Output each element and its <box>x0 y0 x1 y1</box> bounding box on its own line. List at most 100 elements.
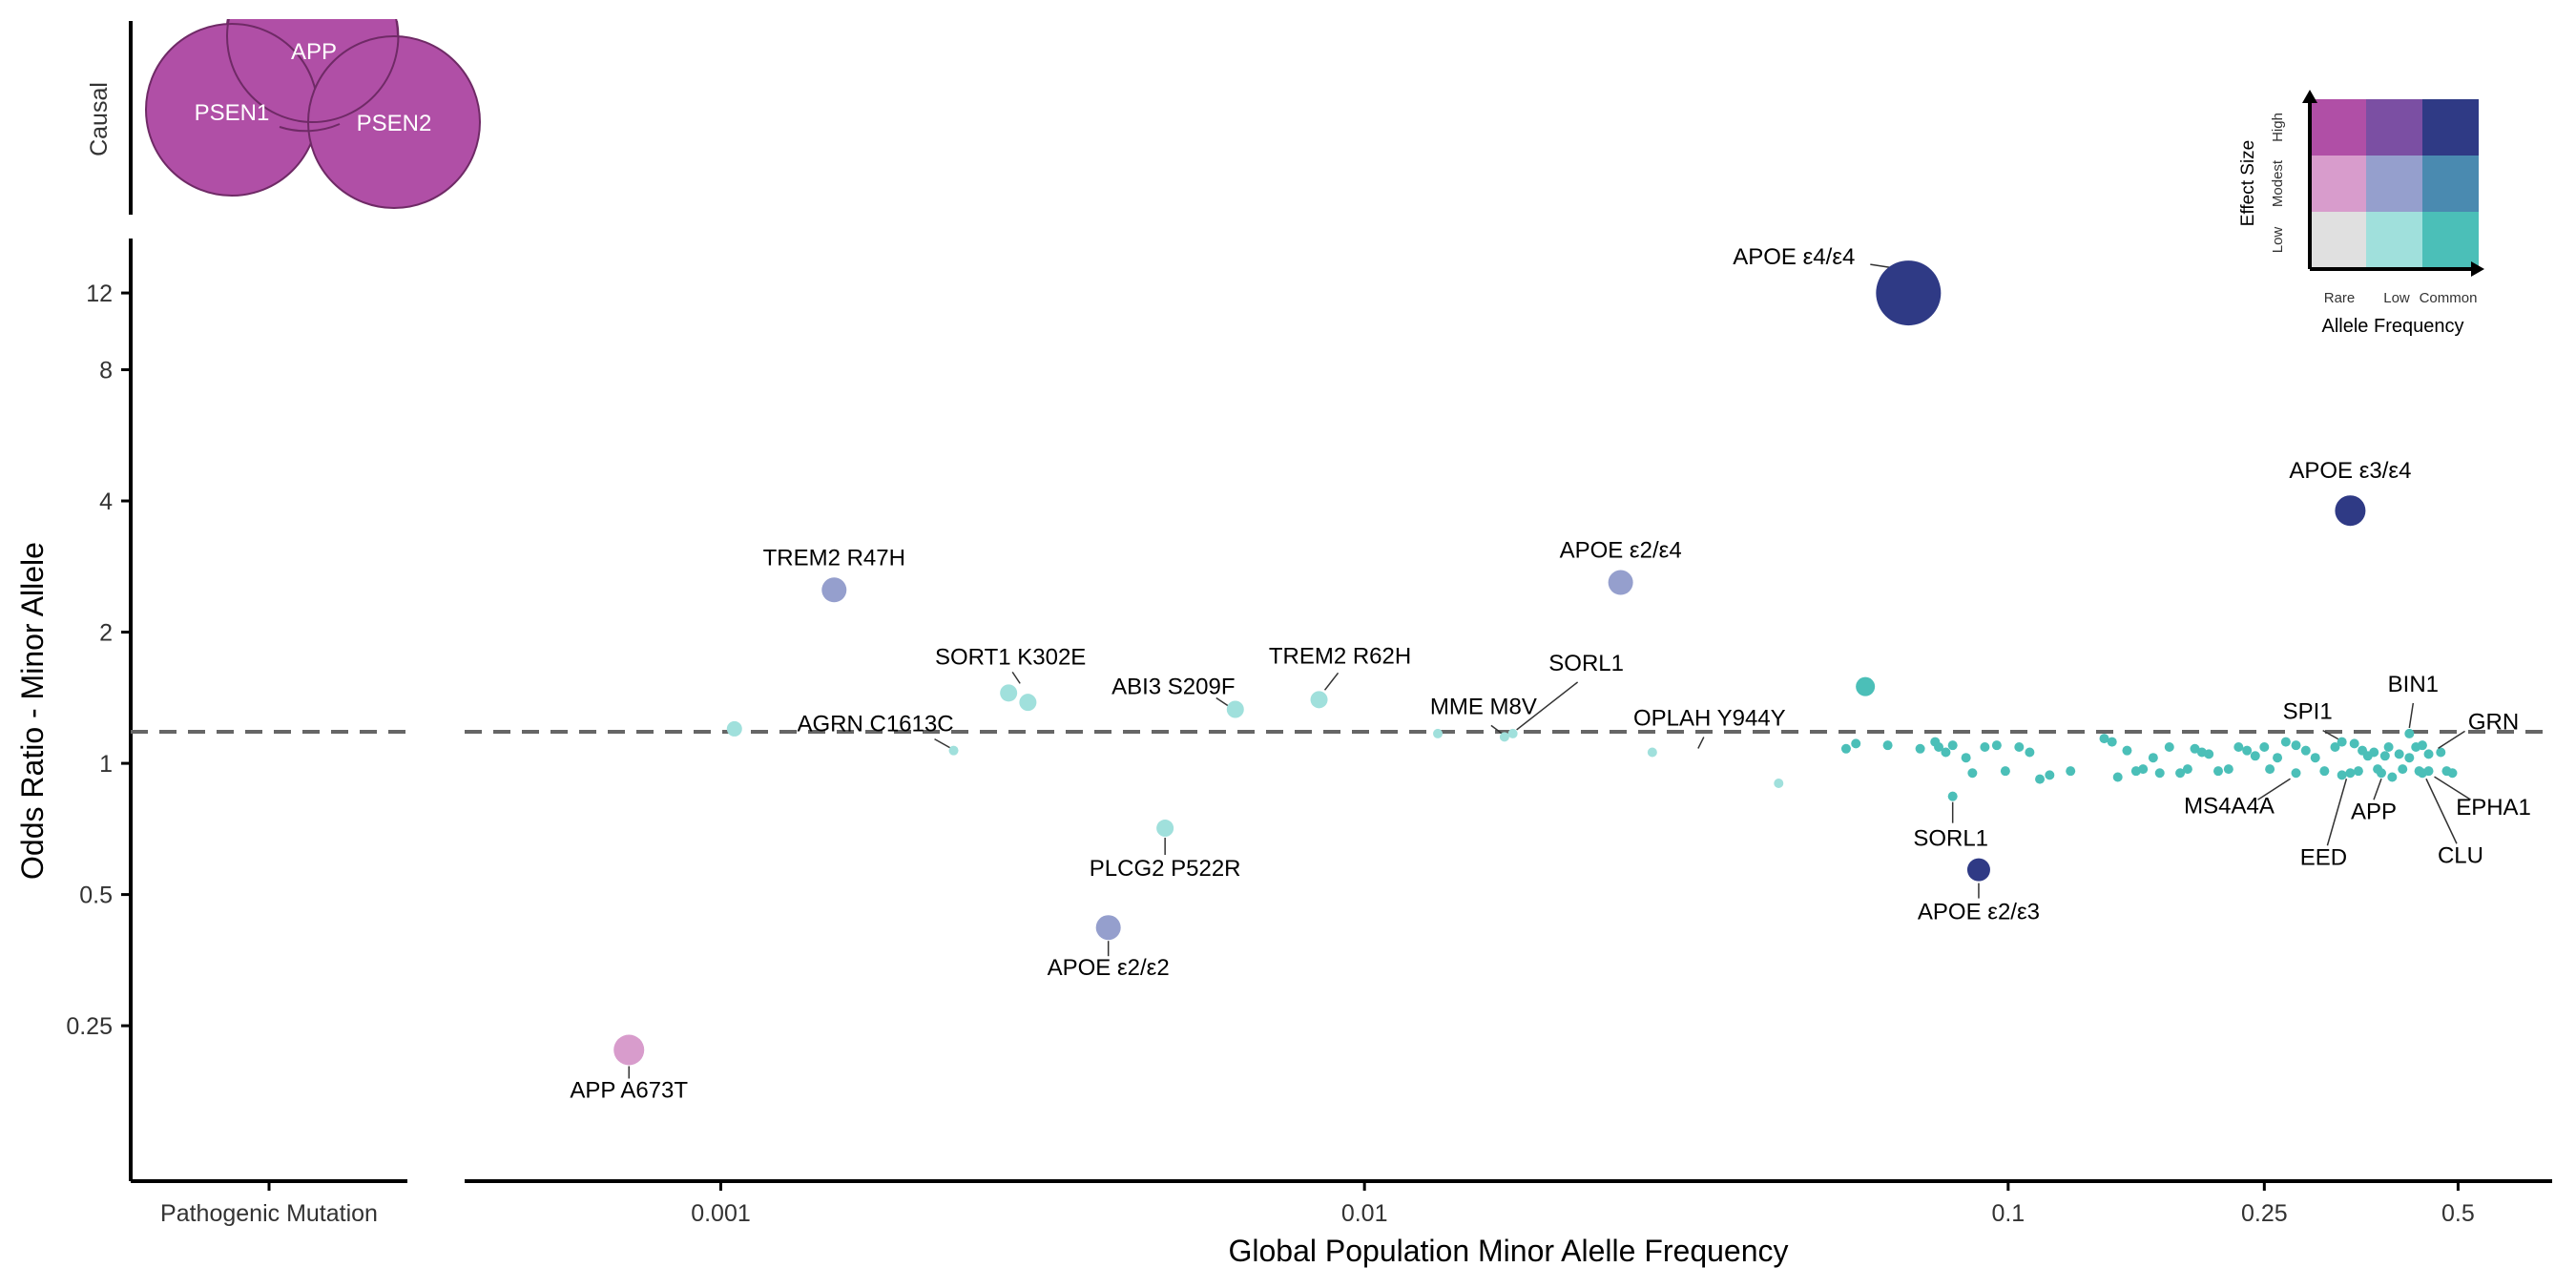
point-label: MS4A4A <box>2184 793 2275 819</box>
data-point-group: SORL1 <box>1507 651 1624 738</box>
pathogenic-x-tick-label: Pathogenic Mutation <box>160 1200 378 1227</box>
legend-y-level: High <box>2270 113 2286 142</box>
point-label: APOE ε2/ε4 <box>1560 538 1682 564</box>
background-point <box>2213 766 2224 777</box>
point-label: SORT1 K302E <box>935 644 1086 670</box>
data-point-group: SPI1 <box>2283 699 2347 747</box>
y-tick-label: 1 <box>99 751 113 778</box>
data-point <box>2376 768 2386 779</box>
point-leader-line <box>1215 696 1229 707</box>
data-point-group <box>1856 676 1876 696</box>
data-points: APOE ε4/ε4 APOE ε3/ε4 APOE ε2/ε4 TREM2 R47H… <box>570 244 2530 1103</box>
point-label: APP <box>2351 799 2397 824</box>
point-label: ABI3 S209F <box>1111 674 1235 699</box>
data-point <box>1856 676 1876 696</box>
background-point <box>2398 764 2408 775</box>
background-point <box>2242 745 2253 756</box>
data-point-group: PLCG2 P522R <box>1090 820 1241 882</box>
background-points <box>1840 734 2458 784</box>
background-point <box>2182 764 2192 775</box>
point-leader-line <box>1011 671 1021 684</box>
data-point-group <box>726 720 742 737</box>
background-point <box>2035 774 2046 784</box>
background-point <box>2045 770 2055 780</box>
background-point <box>2273 753 2283 763</box>
legend-grid-cell <box>2422 212 2479 268</box>
point-label: APOE ε3/ε4 <box>2289 458 2411 484</box>
background-point <box>2148 753 2158 763</box>
background-point <box>1991 740 2002 751</box>
background-point <box>2387 772 2398 782</box>
background-point <box>2280 737 2291 747</box>
background-point <box>2175 768 2186 779</box>
background-point <box>2265 764 2275 775</box>
point-label: MME M8V <box>1430 694 1537 719</box>
background-point <box>2447 768 2458 779</box>
background-point <box>2337 770 2347 780</box>
background-point <box>1934 741 1944 752</box>
background-point <box>2099 734 2109 744</box>
point-label: SORL1 <box>1913 826 1988 852</box>
background-point <box>2394 749 2404 759</box>
background-point <box>2066 766 2076 777</box>
data-point <box>1947 791 1958 801</box>
background-point <box>2233 741 2244 752</box>
background-point <box>2319 766 2330 777</box>
point-label: APOE ε2/ε3 <box>1918 900 2040 925</box>
y-tick-label: 8 <box>99 358 113 384</box>
background-point <box>2014 741 2025 752</box>
causal-panel: Causal APP PSEN1 PSEN2 <box>0 0 496 215</box>
legend-grid-cell <box>2422 99 2479 156</box>
data-point-group: APP <box>2351 768 2397 824</box>
legend-x-arrowhead <box>2471 261 2484 277</box>
background-point <box>1851 738 1861 749</box>
background-point <box>1947 740 1958 751</box>
point-leader-line <box>2257 778 2291 800</box>
point-leader-line <box>2326 779 2348 846</box>
data-point <box>2404 728 2415 738</box>
legend-levels: Low Modest High Rare Low Common <box>2270 113 2477 306</box>
x-axis-ticks: 0.001 0.01 0.1 0.25 0.5 <box>691 1181 2475 1227</box>
data-point-group: TREM2 R62H <box>1269 643 1411 709</box>
point-leader-line <box>1490 724 1504 735</box>
background-point <box>2291 740 2301 751</box>
background-point <box>2223 764 2233 775</box>
background-point <box>2330 741 2340 752</box>
legend-y-arrowhead <box>2302 90 2317 103</box>
causal-panel-label: Causal <box>86 82 113 156</box>
point-label: EED <box>2300 844 2347 870</box>
point-leader-line <box>1516 681 1579 731</box>
data-point-group: APOE ε2/ε3 <box>1918 858 2040 925</box>
background-point <box>2310 753 2320 763</box>
data-point-group: CLU <box>2417 768 2483 868</box>
background-point <box>1967 768 1978 779</box>
data-point <box>2337 737 2347 747</box>
data-point <box>1774 778 1784 788</box>
point-label: TREM2 R47H <box>763 545 905 571</box>
data-point-group <box>1774 778 1784 788</box>
data-point-group: EED <box>2300 768 2356 870</box>
point-label: OPLAH Y944Y <box>1633 706 1786 732</box>
data-point <box>2291 768 2301 779</box>
data-point <box>2423 749 2434 759</box>
background-point <box>2154 768 2165 779</box>
data-point <box>1507 728 1518 738</box>
point-leader-line <box>2322 729 2339 740</box>
data-point-group: SORL1 <box>1913 791 1988 852</box>
point-leader-line <box>2434 776 2471 800</box>
data-point-group: MME M8V <box>1430 694 1537 742</box>
background-point <box>2300 745 2311 756</box>
point-leader-line <box>934 738 950 749</box>
legend-color-grid <box>2310 99 2479 268</box>
legend-x-level: Rare <box>2324 290 2356 306</box>
data-point-group: APOE ε3/ε4 <box>2289 458 2411 527</box>
background-point <box>2107 737 2117 747</box>
y-tick-label: 12 <box>86 280 113 307</box>
data-point <box>1156 820 1174 838</box>
data-point-group: OPLAH Y944Y <box>1633 706 1786 758</box>
data-point <box>1000 684 1018 702</box>
data-point <box>1608 570 1633 595</box>
venn-label-app: APP <box>291 39 337 65</box>
